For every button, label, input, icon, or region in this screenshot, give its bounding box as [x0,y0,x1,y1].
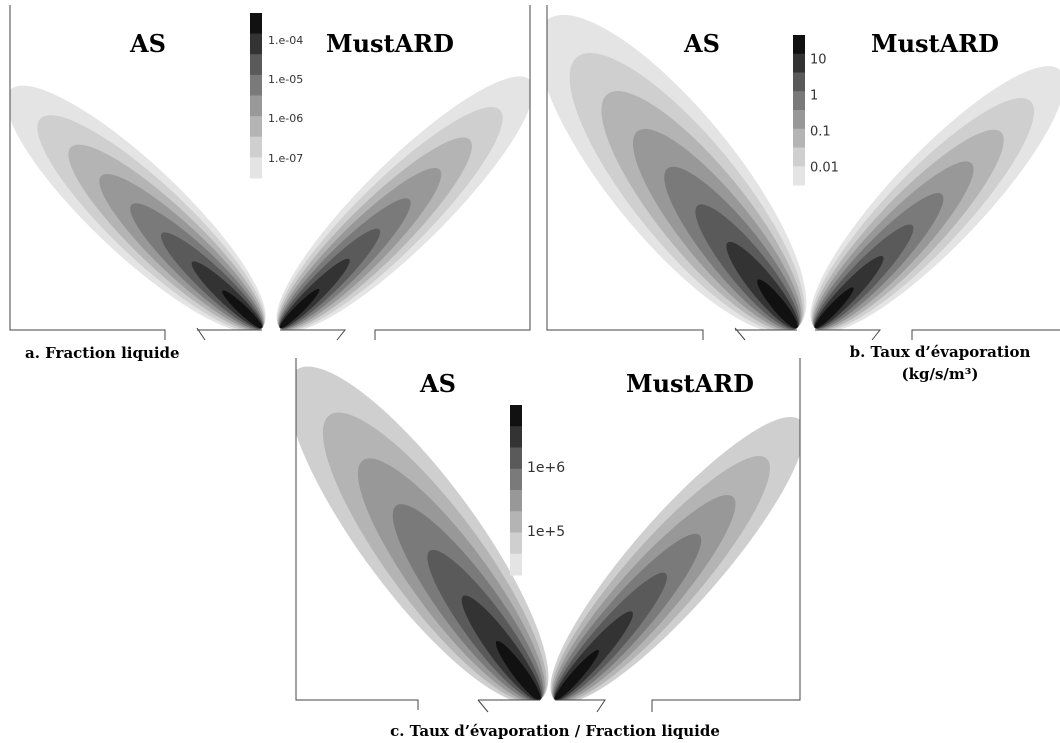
plume-band [279,288,320,329]
panel-title: AS [683,29,720,58]
caption: (kg/s/m³) [902,365,979,383]
colorbar-band [250,157,262,179]
colorbar-label: 1.e-05 [268,73,303,86]
colorbar-band [793,110,805,130]
colorbar-band [510,490,522,512]
colorbar-band [793,166,805,186]
colorbar-band [793,72,805,92]
colorbar-band [510,468,522,491]
colorbar-band [793,128,805,148]
colorbar-label: 1 [810,89,818,104]
panel-a [10,76,530,330]
colorbar-band [250,13,262,35]
caption: a. Fraction liquide [25,344,180,362]
plume-band [757,279,798,329]
panel-b [547,14,1060,330]
panel-title: AS [419,369,456,398]
colorbar-band [250,54,262,76]
frame [295,358,801,713]
colorbar-band [250,33,262,55]
colorbar-band [793,91,805,111]
colorbar-band [250,74,262,96]
plume-band [554,649,599,700]
colorbar-band [510,532,522,555]
colorbar-label: 1.e-04 [268,34,303,47]
colorbar-band [510,405,522,427]
colorbar-band [510,553,522,576]
colorbar-band [793,35,805,55]
caption: b. Taux d’évaporation [850,343,1031,361]
panel-title: MustARD [871,29,999,58]
colorbar-label: 0.01 [810,161,839,176]
colorbar-band [250,116,262,138]
panel-c [296,366,800,700]
panel-title: MustARD [326,29,454,58]
plume-band [814,287,854,329]
colorbar-label: 1.e-07 [268,152,303,165]
colorbar-band [510,426,522,448]
frame [546,5,1060,341]
colorbar-band [250,95,262,117]
frame [9,5,531,341]
plume-band [495,640,541,700]
panel-title: MustARD [626,369,754,398]
plume-band [222,290,263,329]
colorbar-band [250,136,262,158]
colorbar-band [510,447,522,470]
colorbar-band [510,511,522,533]
panel-title: AS [129,29,166,58]
colorbar-label: 0.1 [810,125,831,140]
colorbar-band [793,53,805,73]
caption: c. Taux d’évaporation / Fraction liquide [390,722,720,740]
colorbar-label: 1.e-06 [268,112,303,125]
colorbar-label: 10 [810,53,827,68]
colorbar-band [793,147,805,167]
colorbar-label: 1e+6 [527,460,565,476]
colorbars [250,13,805,576]
colorbar-label: 1e+5 [527,524,565,540]
